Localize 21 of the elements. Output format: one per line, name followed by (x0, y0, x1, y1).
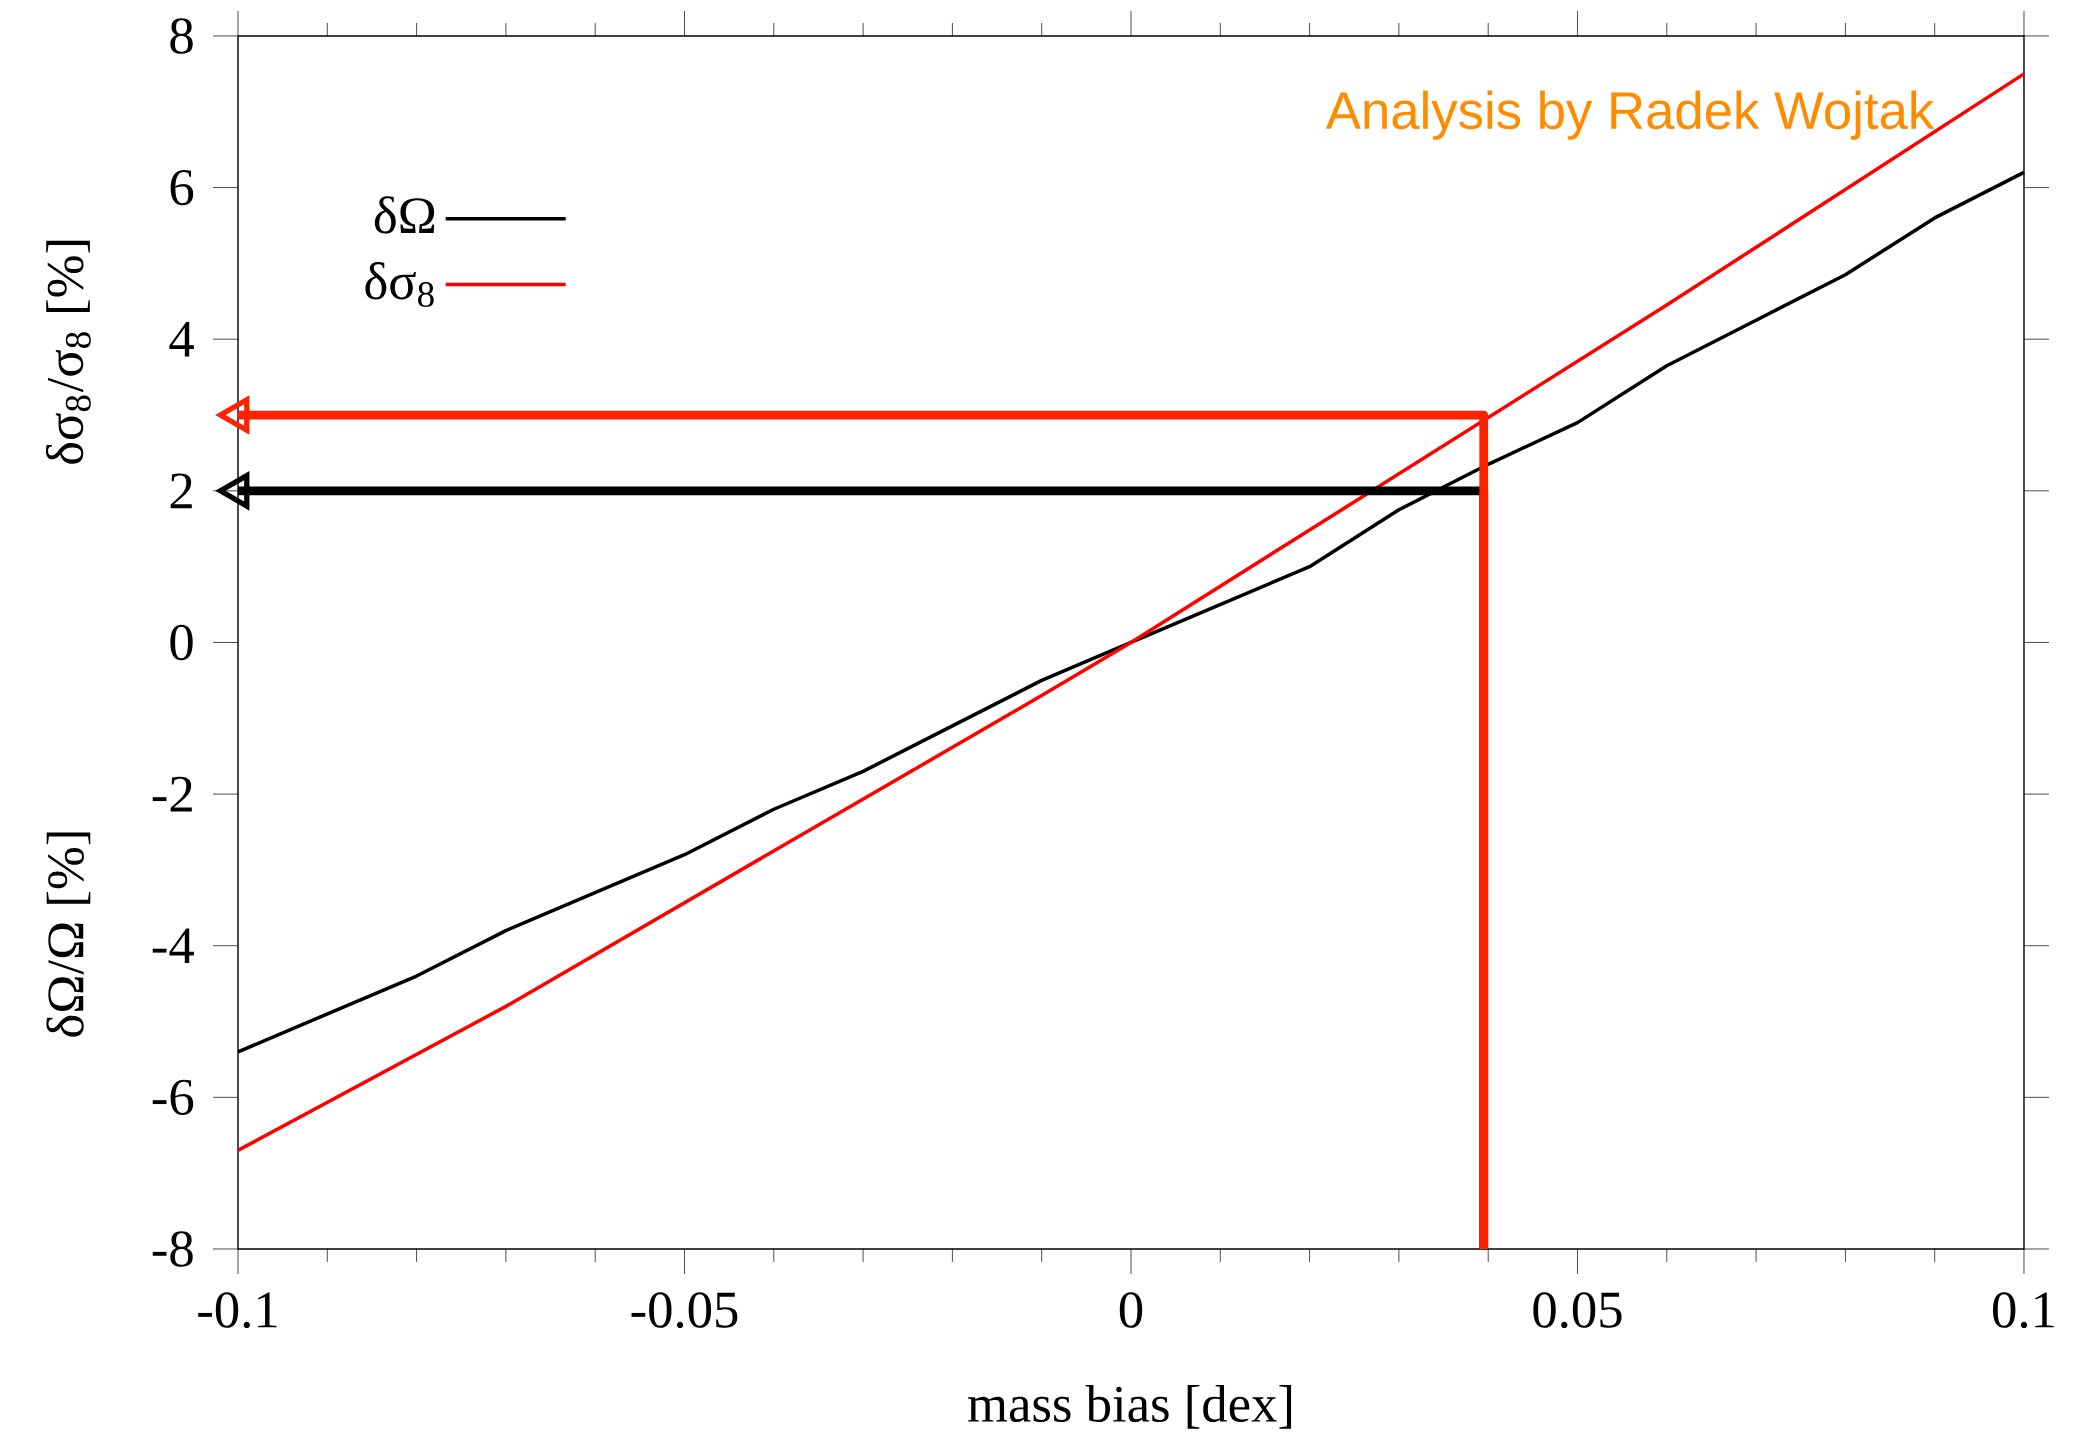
y-axis-title: δΩ/Ω [%] (46, 832, 91, 1037)
annotation: Analysis by Radek Wojtak (1325, 90, 1935, 140)
x-tick-label: -0.1 (198, 1292, 277, 1328)
legend-label: δσ$_{8}$ (365, 262, 434, 307)
y-tick-label: -8 (152, 1231, 193, 1267)
x-tick-label: 0 (1119, 1292, 1143, 1328)
x-tick-label: 0.1 (1993, 1292, 2054, 1328)
y-tick-label: 2 (170, 473, 192, 509)
x-tick-label: -0.05 (631, 1292, 738, 1328)
text: δσ$_{8}$/σ$_{8}$ [%] (45, 240, 91, 464)
y-tick-label: -2 (152, 776, 192, 812)
y-tick-label: -6 (152, 1079, 194, 1115)
y-tick-label: 8 (170, 18, 193, 54)
y-tick-label: 0 (170, 624, 193, 661)
y-tick-label: 6 (170, 169, 194, 206)
x-tick-label: 0.05 (1533, 1292, 1622, 1328)
x-axis-title: mass bias [dex] (968, 1384, 1292, 1429)
y-tick-label: -4 (152, 928, 194, 963)
legend-label: δΩ (374, 196, 435, 234)
line-series (236, 72, 2026, 1153)
y-tick-label: 4 (169, 321, 194, 357)
